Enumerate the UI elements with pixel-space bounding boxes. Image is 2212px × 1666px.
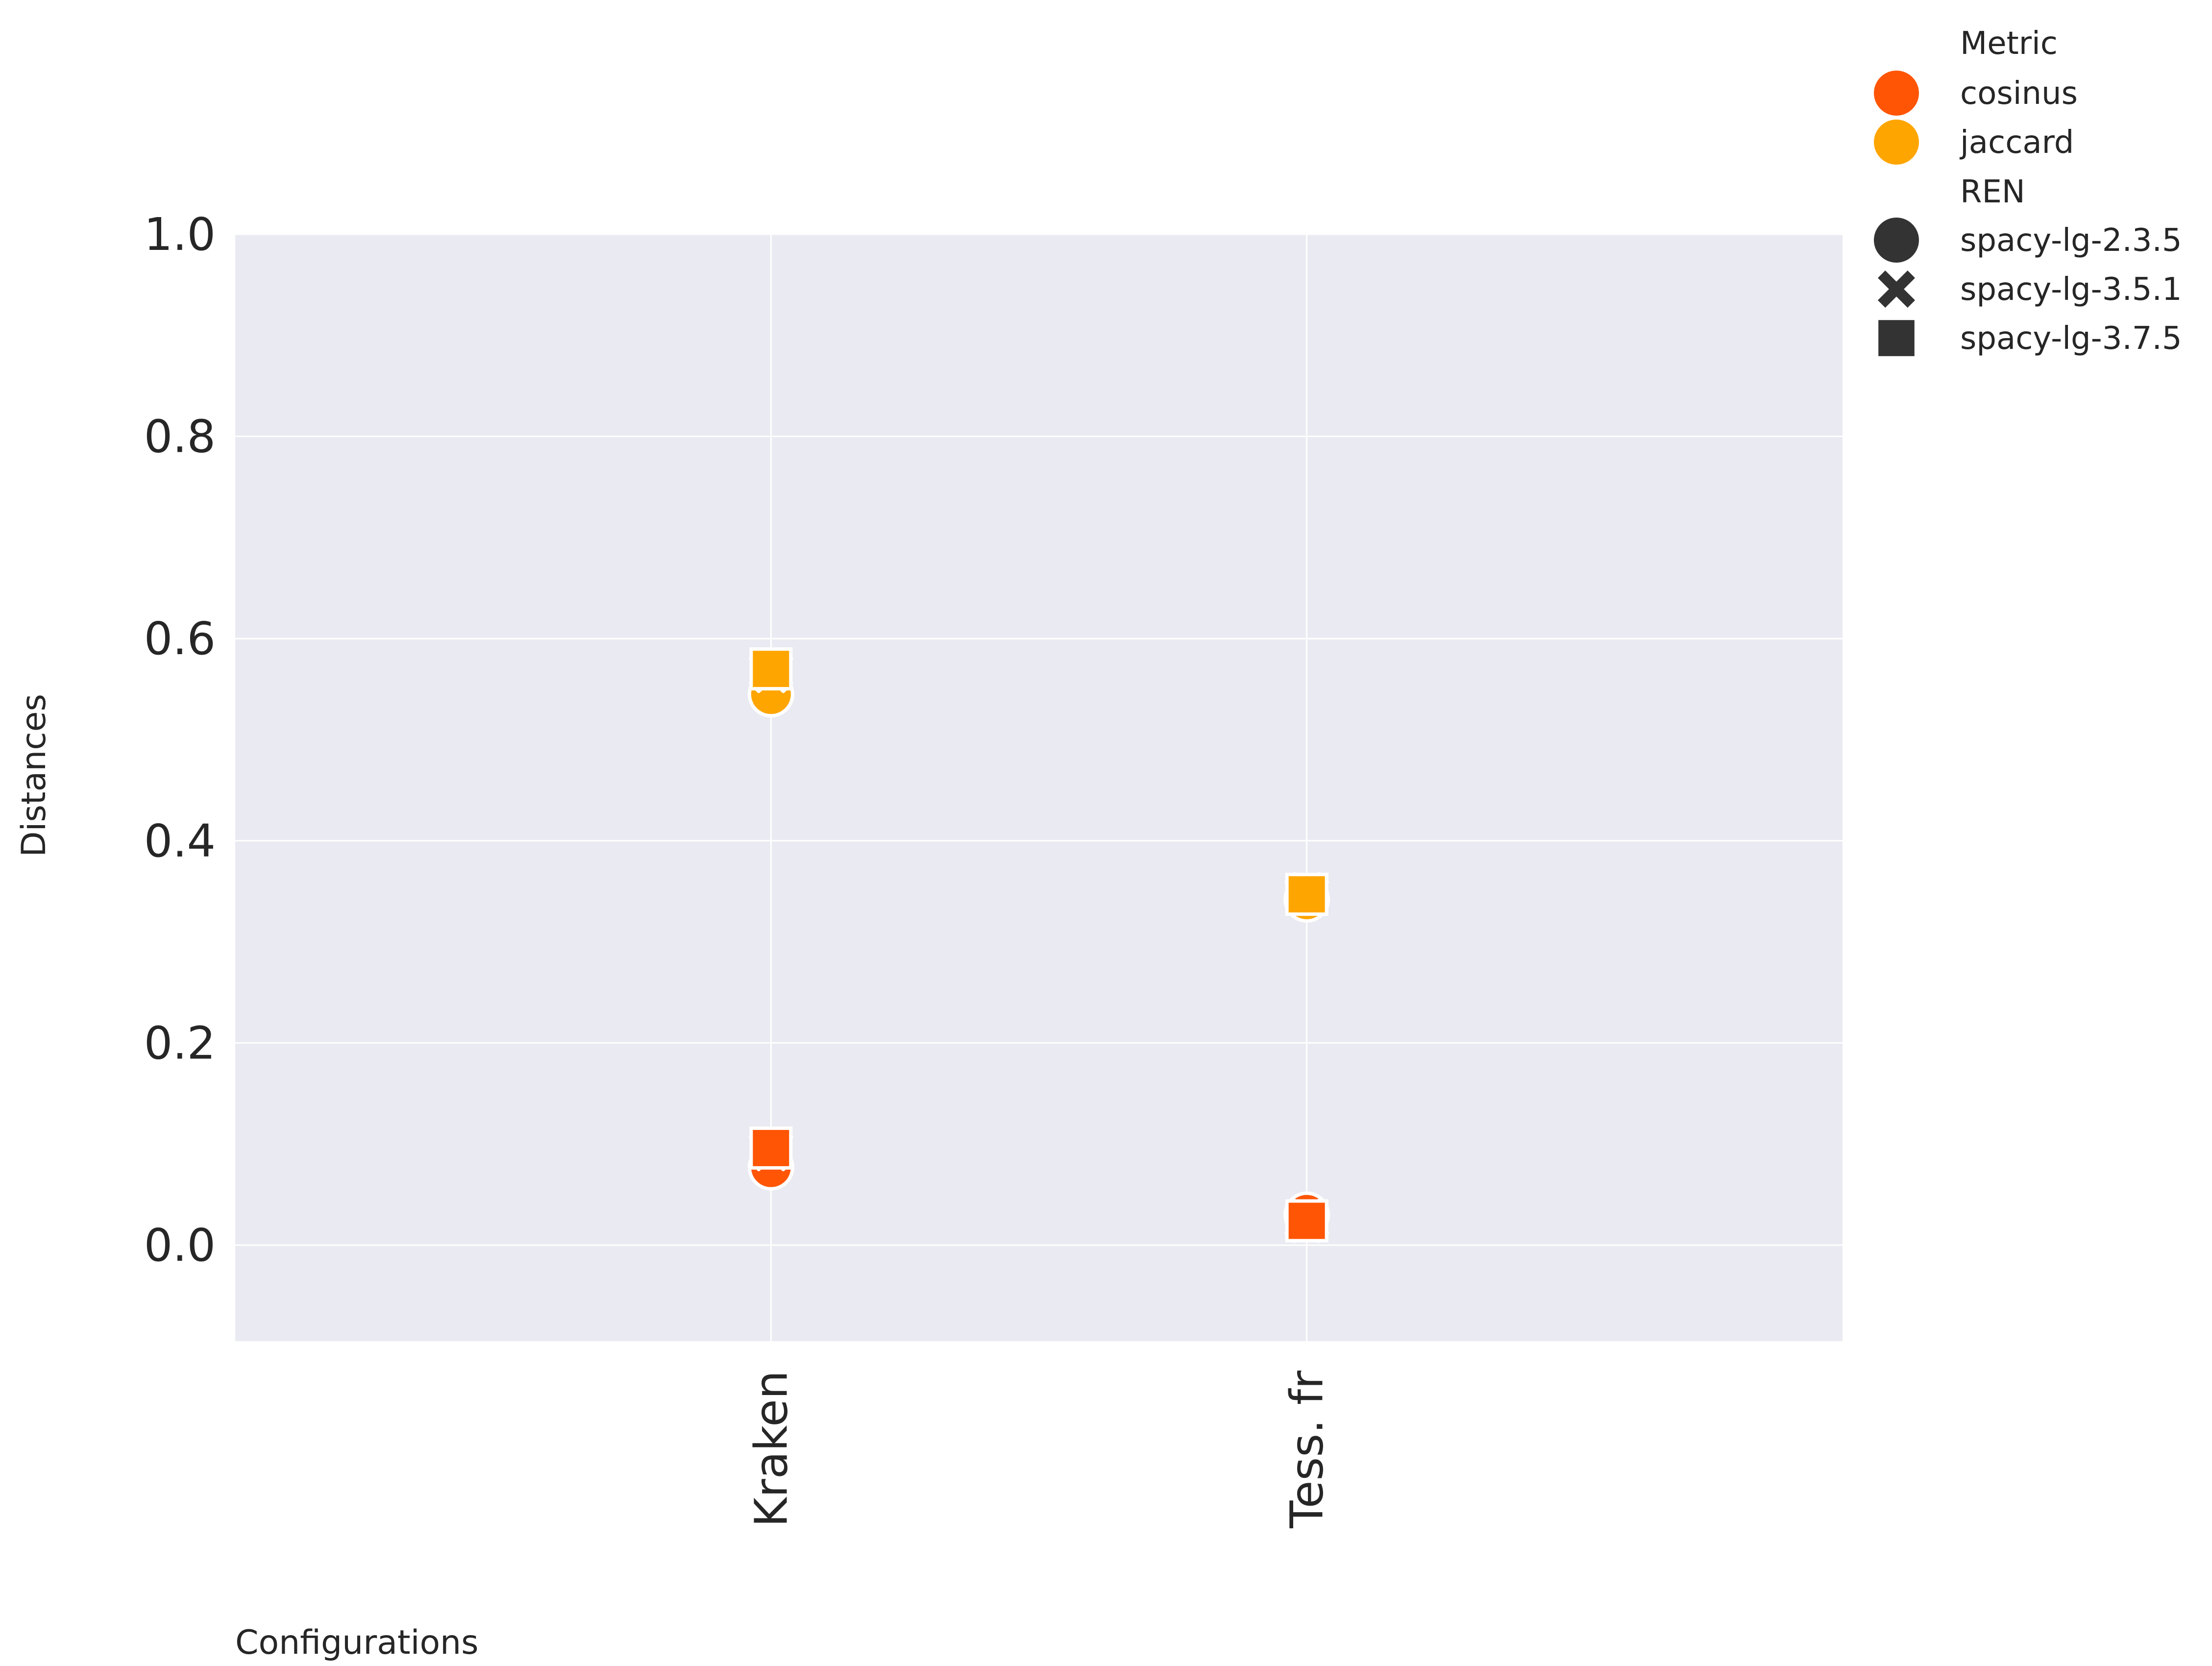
y-tick-label: 0.8 bbox=[144, 411, 216, 463]
legend-label-jaccard: jaccard bbox=[1959, 124, 2074, 161]
plot-area bbox=[235, 234, 1843, 1341]
legend-label-spacy-lg-3.7.5: spacy-lg-3.7.5 bbox=[1960, 320, 2182, 357]
legend: Metric REN cosinus jaccard spacy-lg-2.3.5 s… bbox=[1874, 25, 2182, 357]
x-tick-label: Tess. fr bbox=[1281, 1371, 1333, 1529]
legend-marker-spacy-lg-3.5.1 bbox=[1878, 270, 1915, 308]
y-tick-label: 0.2 bbox=[144, 1017, 216, 1069]
grid-lines bbox=[235, 233, 1843, 1341]
legend-label-spacy-lg-3.5.1: spacy-lg-3.5.1 bbox=[1960, 271, 2182, 308]
data-points bbox=[747, 647, 1330, 1243]
legend-marker-spacy-lg-3.7.5 bbox=[1878, 320, 1915, 356]
x-tick-labels: Kraken Tess. fr bbox=[745, 1371, 1333, 1529]
y-tick-label: 0.4 bbox=[144, 815, 216, 867]
legend-marker-jaccard bbox=[1874, 120, 1919, 165]
legend-label-spacy-lg-2.3.5: spacy-lg-2.3.5 bbox=[1960, 222, 2182, 259]
legend-title-ren: REN bbox=[1960, 174, 2025, 210]
y-tick-label: 0.0 bbox=[144, 1219, 216, 1272]
legend-title-metric: Metric bbox=[1960, 25, 2058, 62]
data-point-jaccard-spacy-lg-3.7.5-tess-fr bbox=[1285, 873, 1328, 916]
legend-marker-spacy-lg-2.3.5 bbox=[1874, 218, 1919, 263]
x-tick-label: Kraken bbox=[745, 1371, 797, 1527]
y-tick-labels: 0.0 0.2 0.4 0.6 0.8 1.0 bbox=[144, 208, 216, 1272]
data-point-cosinus-spacy-lg-3.7.5-tess-fr bbox=[1285, 1199, 1328, 1243]
data-point-cosinus-spacy-lg-3.7.5-kraken bbox=[749, 1126, 793, 1170]
y-tick-label: 1.0 bbox=[144, 208, 216, 261]
data-point-jaccard-spacy-lg-3.7.5-kraken bbox=[749, 647, 793, 691]
legend-label-cosinus: cosinus bbox=[1960, 75, 2078, 112]
y-axis-label: Distances bbox=[15, 694, 53, 857]
legend-marker-cosinus bbox=[1874, 71, 1919, 116]
y-tick-label: 0.6 bbox=[144, 612, 216, 665]
x-axis-label: Configurations bbox=[235, 1623, 479, 1662]
